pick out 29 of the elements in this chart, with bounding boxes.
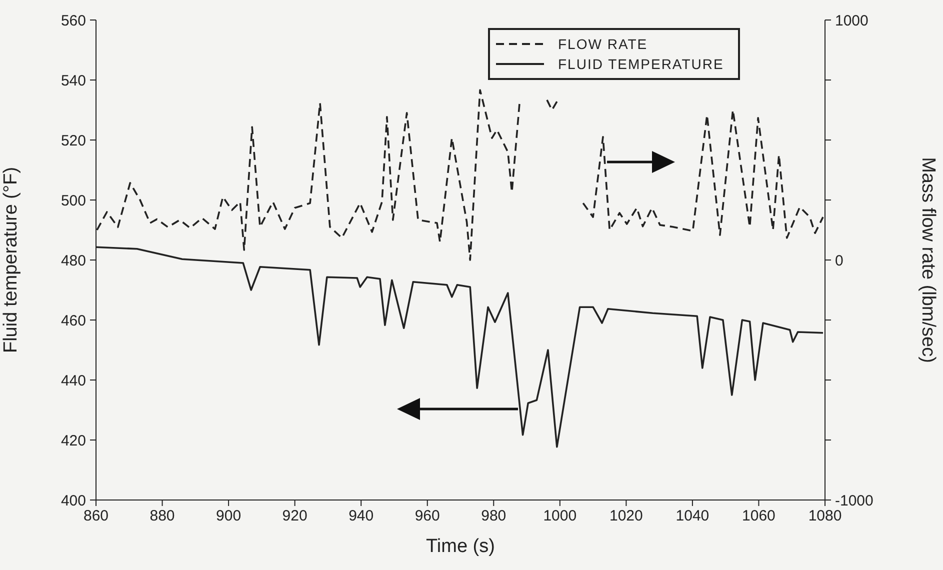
y-tick-label: 460 (60, 312, 86, 330)
x-tick-label: 1060 (742, 508, 776, 525)
y-tick-label: 540 (60, 72, 86, 90)
y2-tick-label: 0 (835, 252, 844, 270)
x-tick-label: 880 (150, 508, 175, 525)
x-tick-label: 940 (348, 508, 374, 525)
y-tick-label: 420 (60, 432, 86, 450)
y-tick-label: 520 (60, 132, 86, 150)
y-tick-label: 560 (60, 12, 86, 30)
y2-axis-title: Mass flow rate (lbm/sec) (917, 157, 938, 363)
legend-label: FLUID TEMPERATURE (558, 55, 724, 74)
x-tick-label: 980 (481, 508, 506, 525)
x-tick-label: 1040 (676, 508, 710, 525)
x-tick-label: 1000 (543, 508, 577, 525)
x-tick-label: 860 (83, 508, 109, 525)
x-tick-label: 900 (216, 508, 242, 525)
x-tick-label: 960 (414, 508, 440, 525)
y-axis-title: Fluid temperature (°F) (0, 166, 22, 354)
y2-tick-label: -1000 (835, 492, 874, 510)
legend-label: FLOW RATE (558, 35, 648, 54)
y2-tick-label: 1000 (835, 12, 868, 30)
x-tick-label: 1020 (609, 508, 643, 525)
x-axis-title: Time (s) (426, 536, 495, 557)
y-tick-label: 440 (60, 372, 86, 390)
y-tick-label: 400 (60, 492, 86, 510)
y-tick-label: 480 (60, 252, 86, 270)
x-tick-label: 920 (282, 508, 308, 525)
x-tick-label: 1080 (808, 508, 842, 525)
y-tick-label: 500 (60, 192, 86, 210)
